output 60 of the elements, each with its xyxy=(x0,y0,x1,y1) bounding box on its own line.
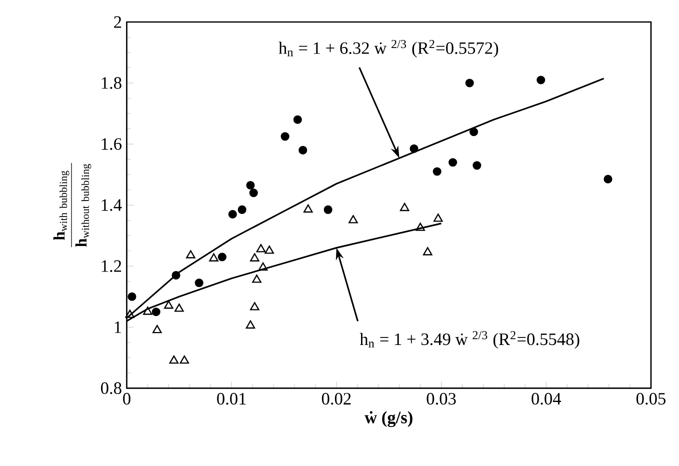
point xyxy=(194,278,204,288)
point xyxy=(152,325,162,334)
point xyxy=(448,158,458,167)
x-tick-label: 0.03 xyxy=(426,393,456,405)
point xyxy=(416,222,425,232)
point xyxy=(410,144,418,154)
point xyxy=(246,320,256,329)
point xyxy=(298,146,308,155)
point xyxy=(228,210,237,219)
point xyxy=(423,247,432,256)
y-tick-label: 0.8 xyxy=(101,382,122,394)
x-axis-title: ẇ (g/s) xyxy=(364,411,412,428)
x-tick-label: 0.02 xyxy=(322,393,351,405)
point xyxy=(256,244,266,253)
y-tick-label: 1.8 xyxy=(102,77,122,90)
point xyxy=(432,167,442,176)
y-tick-label: 2 xyxy=(114,16,122,28)
point xyxy=(169,356,179,364)
annotation: h$_{n}$ = 1 + 3.49 ẇ $^{2/3}$ (R$^{2}$=0.5548) xyxy=(360,331,580,349)
point xyxy=(470,128,478,136)
point xyxy=(164,300,174,309)
point xyxy=(280,132,290,141)
point xyxy=(434,214,443,222)
point xyxy=(209,253,218,262)
point xyxy=(218,252,226,262)
point xyxy=(238,206,246,214)
point xyxy=(128,292,136,302)
point xyxy=(172,271,180,280)
point xyxy=(536,76,546,84)
point xyxy=(400,203,410,212)
point xyxy=(604,175,612,184)
point xyxy=(465,78,474,88)
point xyxy=(174,304,184,312)
point xyxy=(250,302,260,310)
point xyxy=(143,306,152,316)
point xyxy=(250,253,260,262)
point xyxy=(324,206,332,214)
x-tick-label: 0 xyxy=(123,393,130,405)
y-tick-label: 1.2 xyxy=(102,260,122,272)
x-tick-label: 0.05 xyxy=(636,393,666,405)
point xyxy=(348,215,358,224)
point xyxy=(125,310,135,318)
x-tick-label: 0.04 xyxy=(532,393,562,405)
point xyxy=(186,250,196,259)
point xyxy=(246,181,255,190)
point xyxy=(249,188,258,198)
point xyxy=(252,274,262,284)
y-tick-label: 1.4 xyxy=(102,199,122,212)
point xyxy=(180,356,190,364)
y-tick-label: 1 xyxy=(114,322,121,334)
x-tick-label: 0.01 xyxy=(217,393,246,405)
point xyxy=(264,246,274,254)
point xyxy=(293,116,302,124)
y-axis-title: $\dfrac{\mathbf{h}_{\mathrm{with\ bubbling}}}{\mathbf{h}_{\mathrm{without\ bubbling}}}$ xyxy=(53,163,92,248)
point xyxy=(472,161,482,170)
point xyxy=(258,262,268,271)
point xyxy=(303,204,313,213)
y-tick-label: 1.6 xyxy=(102,138,122,150)
point xyxy=(152,308,160,316)
annotation: h$_{n}$ = 1 + 6.32 ẇ $^{2/3}$ (R$^{2}$=0.5572) xyxy=(278,40,498,58)
